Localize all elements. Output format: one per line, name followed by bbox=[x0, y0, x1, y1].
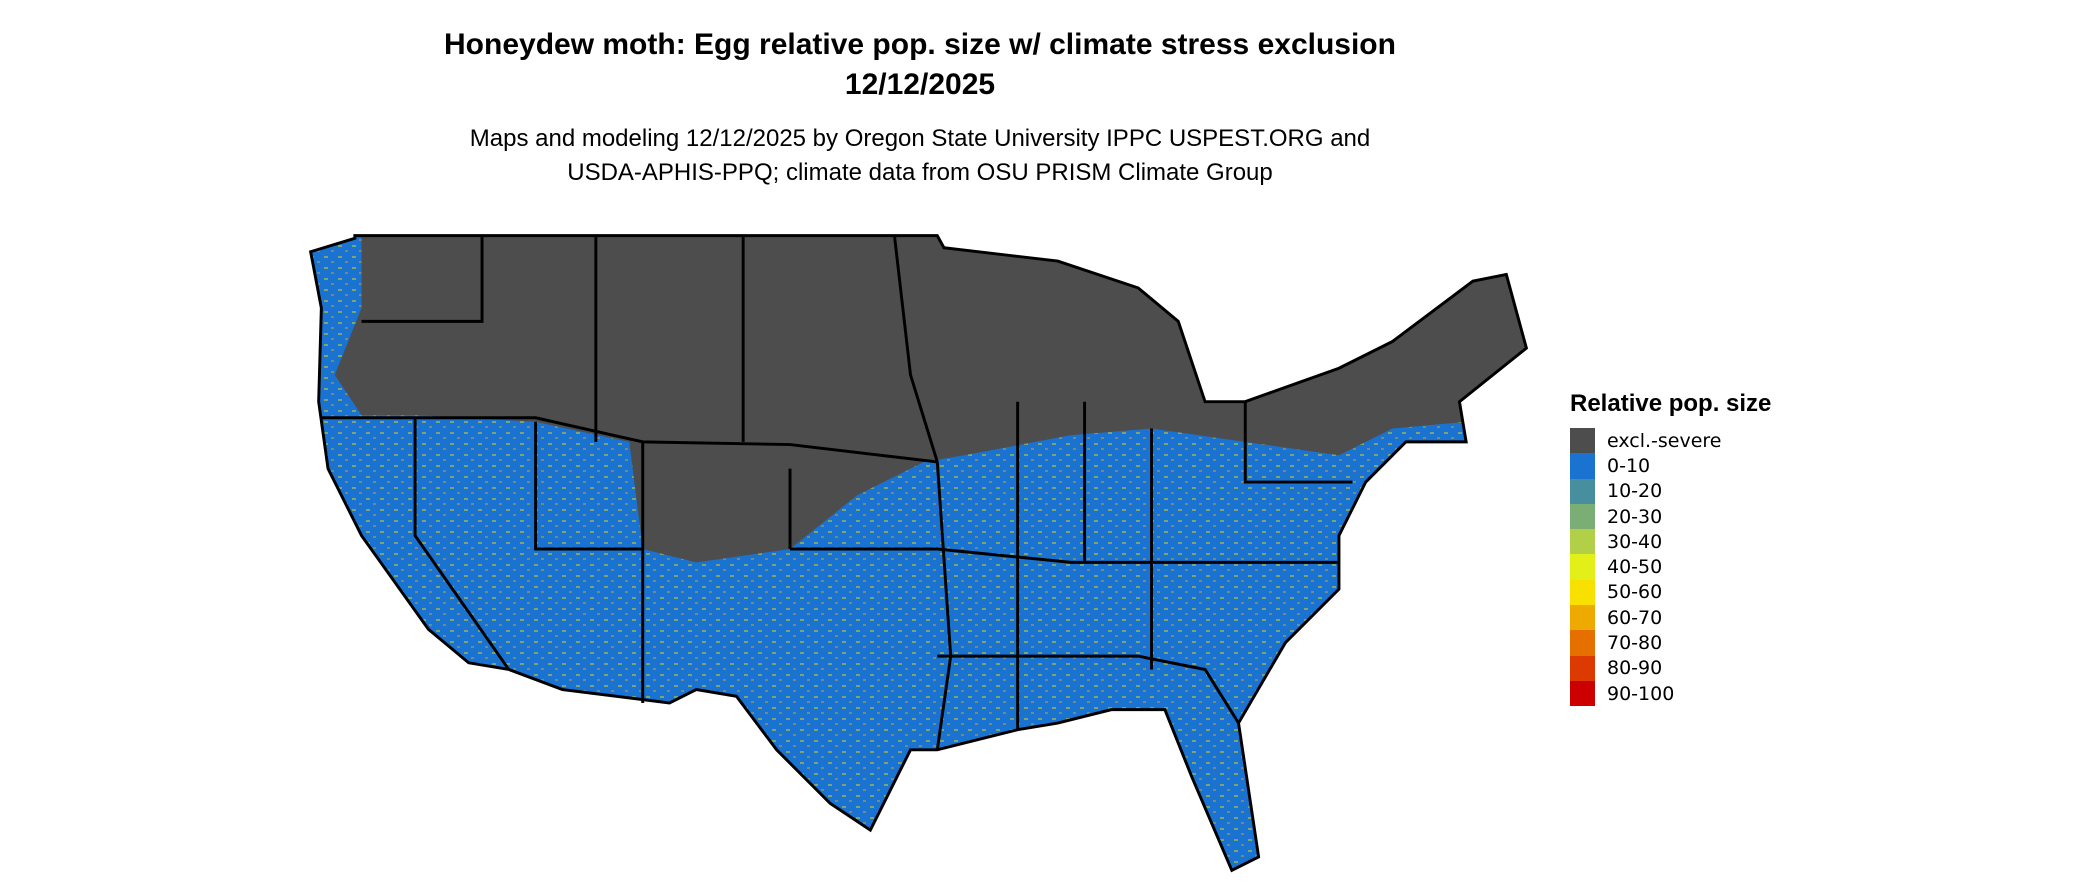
legend-items: excl.-severe 0-10 10-20 20-30 30-40 40-50 50-6… bbox=[1570, 428, 1771, 707]
map-title: Honeydew moth: Egg relative pop. size w/… bbox=[444, 28, 1396, 61]
legend-label: 90-100 bbox=[1607, 682, 1675, 705]
legend-label: 40-50 bbox=[1607, 556, 1663, 579]
legend-item: 10-20 bbox=[1570, 478, 1771, 504]
legend: Relative pop. size excl.-severe 0-10 10-20… bbox=[1570, 390, 1772, 707]
legend-item: 40-50 bbox=[1570, 554, 1771, 580]
state-borders bbox=[309, 234, 1528, 872]
legend-item: 60-70 bbox=[1570, 605, 1771, 631]
legend-item: 50-60 bbox=[1570, 579, 1771, 606]
legend-title: Relative pop. size bbox=[1570, 390, 1772, 417]
subtitle-line-1: Maps and modeling 12/12/2025 by Oregon S… bbox=[469, 125, 1371, 152]
legend-swatch bbox=[1570, 655, 1595, 681]
legend-label: 0-10 bbox=[1607, 454, 1651, 477]
legend-label: 20-30 bbox=[1607, 505, 1663, 528]
legend-label: 10-20 bbox=[1607, 480, 1663, 503]
legend-label: 50-60 bbox=[1607, 581, 1663, 604]
legend-label: 70-80 bbox=[1607, 632, 1663, 655]
legend-item: 70-80 bbox=[1570, 630, 1771, 656]
legend-swatch bbox=[1570, 428, 1595, 454]
legend-item: 80-90 bbox=[1570, 655, 1771, 681]
subtitle-line-2: USDA-APHIS-PPQ; climate data from OSU PR… bbox=[567, 159, 1273, 186]
legend-item: 0-10 bbox=[1570, 453, 1771, 479]
legend-swatch bbox=[1570, 453, 1595, 479]
legend-item: 90-100 bbox=[1570, 680, 1771, 707]
legend-swatch bbox=[1570, 579, 1595, 606]
legend-item: 30-40 bbox=[1570, 529, 1771, 555]
legend-label: 60-70 bbox=[1607, 606, 1663, 629]
legend-swatch bbox=[1570, 554, 1595, 580]
legend-item: excl.-severe bbox=[1570, 428, 1771, 454]
legend-label: 80-90 bbox=[1607, 657, 1663, 680]
legend-swatch bbox=[1570, 478, 1595, 504]
legend-item: 20-30 bbox=[1570, 503, 1771, 530]
legend-swatch bbox=[1570, 680, 1595, 707]
legend-swatch bbox=[1570, 630, 1595, 656]
legend-swatch bbox=[1570, 503, 1595, 530]
legend-swatch bbox=[1570, 605, 1595, 631]
legend-label: 30-40 bbox=[1607, 530, 1663, 553]
map-date: 12/12/2025 bbox=[844, 68, 996, 101]
legend-label: excl.-severe bbox=[1607, 429, 1722, 452]
legend-swatch bbox=[1570, 529, 1595, 555]
